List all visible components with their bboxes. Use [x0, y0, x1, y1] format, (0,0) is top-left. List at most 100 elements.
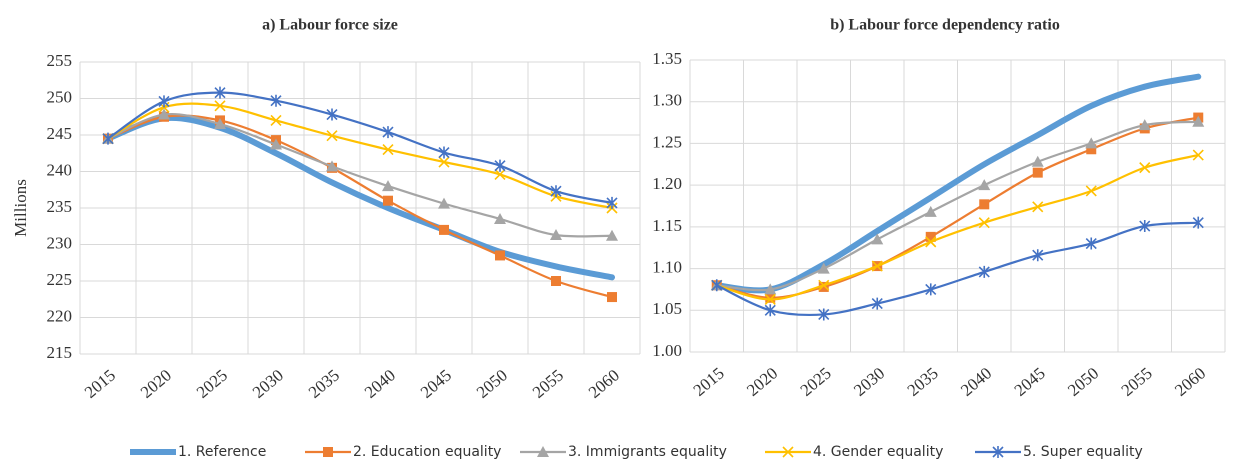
x-tick-label: 2020: [137, 366, 175, 402]
marker: [1139, 162, 1151, 174]
marker: [925, 283, 937, 296]
x-tick-label: 2015: [81, 366, 119, 402]
y-tick-label: 1.25: [652, 132, 682, 151]
marker: [1139, 220, 1151, 233]
legend-label: 2. Education equality: [353, 444, 501, 460]
x-tick-label: 2030: [850, 364, 888, 400]
y-tick-label: 230: [47, 233, 73, 252]
legend-label: 5. Super equality: [1023, 444, 1143, 460]
marker: [764, 304, 776, 317]
series-line: [105, 114, 615, 281]
y-tick-label: 1.20: [652, 174, 682, 193]
y-tick-label: 1.00: [652, 341, 682, 360]
chart-title: a) Labour force size: [262, 17, 398, 34]
marker: [214, 100, 226, 112]
marker: [326, 130, 338, 142]
marker: [606, 196, 618, 209]
marker: [382, 126, 394, 139]
marker: [270, 94, 282, 107]
x-tick-label: 2020: [743, 364, 781, 400]
marker: [214, 86, 226, 99]
marker: [270, 138, 282, 150]
marker: [382, 180, 394, 192]
marker: [326, 160, 338, 172]
series-line: [715, 120, 1200, 292]
x-tick-label: 2035: [305, 366, 343, 402]
marker: [550, 185, 562, 198]
marker: [214, 118, 226, 130]
x-tick-label: 2055: [1118, 364, 1156, 400]
marker: [438, 146, 450, 159]
y-tick-label: 1.35: [652, 49, 682, 68]
x-tick-label: 2055: [529, 366, 567, 402]
marker: [764, 293, 776, 306]
y-tick-label: 250: [47, 87, 73, 106]
series-line: [106, 91, 614, 204]
marker: [1138, 119, 1151, 131]
x-tick-label: 2030: [249, 366, 287, 402]
x-tick-label: 2045: [1011, 364, 1049, 400]
y-tick-label: 1.05: [652, 299, 682, 318]
x-tick-label: 2060: [585, 366, 623, 402]
y-tick-label: 245: [47, 124, 73, 143]
marker: [1032, 201, 1044, 213]
marker: [978, 217, 990, 229]
marker: [439, 224, 449, 235]
marker: [158, 108, 170, 120]
x-tick-label: 2050: [473, 366, 511, 402]
x-tick-label: 2045: [417, 366, 455, 402]
marker: [818, 279, 830, 291]
x-tick-label: 2060: [1171, 364, 1209, 400]
chart-title: b) Labour force dependency ratio: [830, 17, 1060, 34]
y-tick-label: 255: [47, 51, 73, 70]
legend-marker: [323, 447, 333, 457]
legend-marker: [992, 446, 1004, 458]
marker: [871, 233, 884, 245]
marker: [383, 195, 393, 206]
y-axis-label: Millions: [11, 179, 30, 237]
y-tick-label: 1.10: [652, 257, 682, 276]
x-tick-label: 2025: [193, 366, 231, 402]
marker: [550, 229, 562, 241]
marker: [871, 260, 883, 272]
marker: [1085, 237, 1097, 250]
series-line: [106, 112, 614, 238]
marker: [494, 159, 506, 172]
series-line: [106, 102, 614, 210]
marker: [1192, 149, 1204, 161]
y-tick-label: 225: [47, 270, 73, 289]
marker: [871, 297, 883, 310]
y-tick-label: 1.15: [652, 216, 682, 235]
marker: [1192, 216, 1204, 229]
marker: [1085, 137, 1098, 149]
marker: [978, 179, 991, 191]
marker: [326, 108, 338, 121]
legend-label: 3. Immigrants equality: [568, 444, 727, 460]
legend-label: 4. Gender equality: [813, 444, 943, 460]
y-tick-label: 240: [47, 160, 73, 179]
marker: [438, 197, 450, 209]
marker: [925, 236, 937, 248]
series-line: [713, 73, 1202, 294]
marker: [158, 95, 170, 108]
marker: [1086, 144, 1097, 155]
series-line: [715, 221, 1200, 317]
marker: [1032, 167, 1043, 178]
marker: [924, 205, 937, 217]
marker: [607, 292, 617, 303]
marker: [765, 292, 776, 303]
y-tick-label: 215: [47, 343, 73, 362]
marker: [818, 308, 830, 321]
marker: [551, 276, 561, 286]
x-tick-label: 2050: [1064, 364, 1102, 400]
legend-marker: [782, 446, 794, 458]
x-tick-label: 2040: [361, 366, 399, 402]
x-tick-label: 2035: [904, 364, 942, 400]
marker: [1192, 115, 1205, 127]
legend-label: 1. Reference: [178, 444, 266, 460]
marker: [1031, 155, 1044, 167]
x-tick-label: 2040: [957, 364, 995, 400]
marker: [494, 168, 506, 180]
x-tick-label: 2015: [690, 364, 728, 400]
